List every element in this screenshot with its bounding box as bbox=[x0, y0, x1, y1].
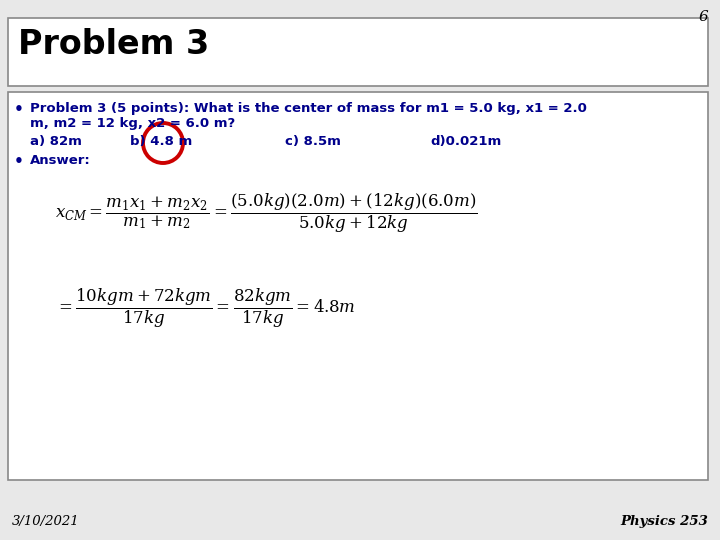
Text: m, m2 = 12 kg, x2 = 6.0 m?: m, m2 = 12 kg, x2 = 6.0 m? bbox=[30, 117, 235, 130]
Text: 3/10/2021: 3/10/2021 bbox=[12, 515, 80, 528]
Bar bbox=[8, 92, 708, 480]
Text: c) 8.5m: c) 8.5m bbox=[285, 135, 341, 148]
Text: d)0.021m: d)0.021m bbox=[430, 135, 501, 148]
Text: Problem 3: Problem 3 bbox=[18, 28, 210, 61]
Text: a) 82m: a) 82m bbox=[30, 135, 82, 148]
Text: Problem 3 (5 points): What is the center of mass for m1 = 5.0 kg, x1 = 2.0: Problem 3 (5 points): What is the center… bbox=[30, 102, 587, 115]
Text: b) 4.8 m: b) 4.8 m bbox=[130, 135, 192, 148]
Bar bbox=[8, 18, 708, 86]
Text: $= \dfrac{10kgm + 72kgm}{17kg} = \dfrac{82kgm}{17kg} = 4.8m$: $= \dfrac{10kgm + 72kgm}{17kg} = \dfrac{… bbox=[55, 287, 356, 330]
Text: •: • bbox=[14, 154, 24, 169]
Text: Answer:: Answer: bbox=[30, 154, 91, 167]
Text: $x_{CM} = \dfrac{m_1 x_1 + m_2 x_2}{m_1 + m_2} = \dfrac{(5.0kg)(2.0m)+(12kg)(6.0: $x_{CM} = \dfrac{m_1 x_1 + m_2 x_2}{m_1 … bbox=[55, 192, 477, 235]
Text: •: • bbox=[14, 102, 24, 117]
Text: Physics 253: Physics 253 bbox=[620, 515, 708, 528]
Text: 6: 6 bbox=[698, 10, 708, 24]
